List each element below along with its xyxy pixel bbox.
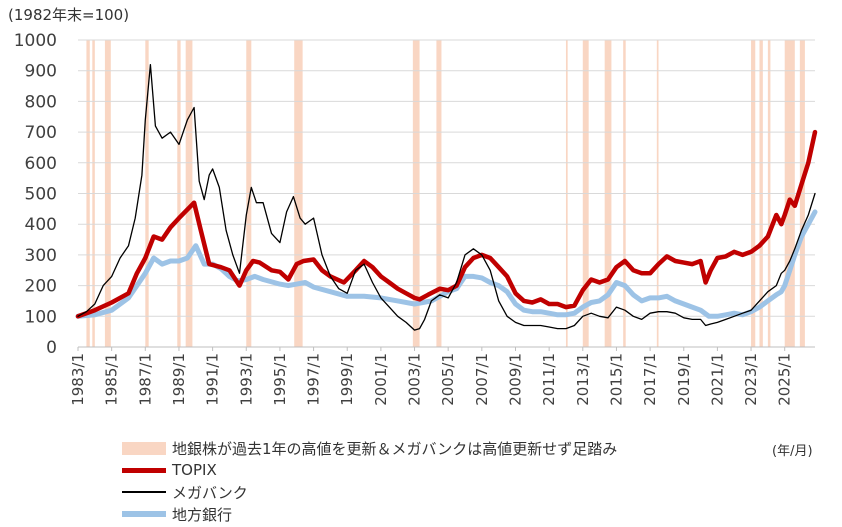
x-tick-label-1: 1985/1	[103, 353, 121, 406]
x-tick-label-20: 2023/1	[742, 353, 760, 406]
x-tick-label-2: 1987/1	[136, 353, 154, 406]
y-tick-label-100: 100	[25, 307, 57, 327]
x-tick-label-4: 1991/1	[204, 353, 222, 406]
x-tick-label-8: 1999/1	[338, 353, 356, 406]
x-tick-label-5: 1993/1	[237, 353, 255, 406]
legend-label-shaded: 地銀株が過去1年の高値を更新＆メガバンクは高値更新せず足踏み	[172, 439, 618, 458]
x-tick-label-21: 2025/1	[776, 353, 794, 406]
x-tick-label-0: 1983/1	[69, 353, 87, 406]
series-lines	[75, 63, 818, 331]
x-tick-label-3: 1989/1	[170, 353, 188, 406]
y-tick-label-600: 600	[25, 154, 57, 174]
legend-label-topix: TOPIX	[172, 461, 217, 479]
x-tick-label-19: 2021/1	[708, 353, 726, 406]
x-axis-unit-label: (年/月)	[772, 444, 813, 459]
x-tick-label-10: 2003/1	[406, 353, 424, 406]
y-tick-label-700: 700	[25, 123, 57, 143]
x-tick-labels: 1983/1 1985/1 1987/1 1989/1 1991/1 1993/1 1995…	[69, 347, 794, 406]
y-tick-label-900: 900	[25, 62, 57, 82]
y-tick-label-500: 500	[25, 185, 57, 205]
x-tick-label-6: 1995/1	[271, 353, 289, 406]
x-tick-label-17: 2017/1	[641, 353, 659, 406]
gridlines	[78, 39, 815, 348]
series-line-1	[77, 63, 816, 331]
legend-label-megabank: メガバンク	[172, 483, 248, 502]
legend: 地銀株が過去1年の高値を更新＆メガバンクは高値更新せず足踏み TOPIX メガバ…	[122, 437, 617, 525]
legend-item-topix: TOPIX	[122, 459, 617, 481]
y-tick-label-1000: 1000	[14, 31, 57, 51]
legend-swatch-shaded	[122, 441, 166, 455]
y-tick-label-300: 300	[25, 246, 57, 266]
x-tick-label-12: 2007/1	[473, 353, 491, 406]
x-tick-label-18: 2019/1	[675, 353, 693, 406]
x-tick-label-11: 2005/1	[439, 353, 457, 406]
y-tick-labels: 0 100 200 300 400 500 600 700 800 900 1000	[14, 31, 57, 358]
y-tick-label-200: 200	[25, 277, 57, 297]
legend-swatch-megabank	[122, 491, 166, 493]
x-tick-label-14: 2011/1	[540, 353, 558, 406]
legend-label-local-banks: 地方銀行	[172, 505, 233, 524]
x-tick-label-7: 1997/1	[305, 353, 323, 406]
legend-item-local-banks: 地方銀行	[122, 503, 617, 525]
x-tick-label-9: 2001/1	[372, 353, 390, 406]
y-axis-unit-label: (1982年末=100)	[8, 6, 130, 24]
y-tick-label-0: 0	[46, 338, 57, 358]
x-tick-label-13: 2009/1	[506, 353, 524, 406]
legend-item-shaded: 地銀株が過去1年の高値を更新＆メガバンクは高値更新せず足踏み	[122, 437, 617, 459]
y-tick-label-800: 800	[25, 92, 57, 112]
legend-swatch-local-banks	[122, 511, 166, 517]
legend-item-megabank: メガバンク	[122, 481, 617, 503]
x-tick-label-16: 2015/1	[607, 353, 625, 406]
y-tick-label-400: 400	[25, 215, 57, 235]
x-tick-label-15: 2013/1	[574, 353, 592, 406]
legend-swatch-topix	[122, 467, 166, 473]
